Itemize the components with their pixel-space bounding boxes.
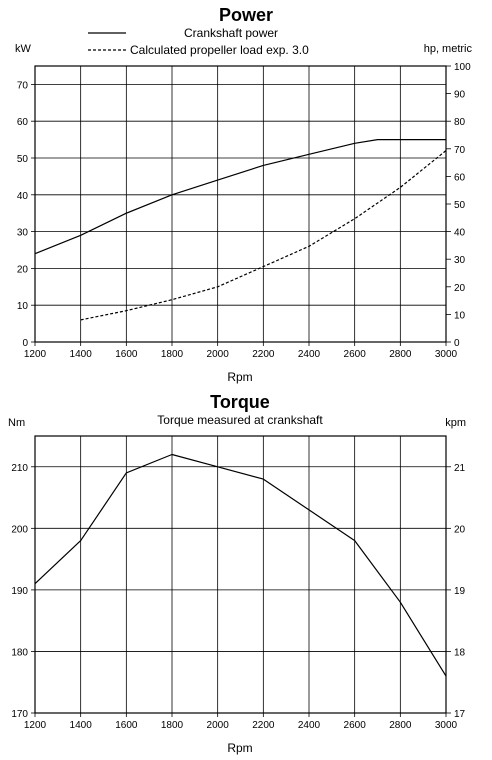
power-y-tick-label: 20 [17,264,29,275]
power-y2-tick-label: 10 [454,310,466,321]
torque-y-tick-label: 170 [11,709,28,720]
torque-x-tick-label: 2600 [344,720,367,731]
power-y2-tick-label: 20 [454,283,466,294]
power-series-line-0 [34,139,446,255]
torque-chart: Torque Torque measured at crankshaft Nm … [8,392,466,755]
torque-y2-tick-label: 18 [454,647,466,658]
torque-left-unit: Nm [8,417,25,429]
torque-chart-subtitle: Torque measured at crankshaft [157,413,323,427]
power-y2-tick-label: 70 [454,145,466,156]
legend-label-crankshaft-power: Crankshaft power [184,26,278,40]
power-y-tick-label: 50 [17,154,29,165]
power-right-unit: hp, metric [424,43,473,55]
power-y2-tick-label: 60 [454,172,466,183]
torque-x-axis-label: Rpm [227,741,252,755]
power-x-tick-label: 2400 [298,349,321,360]
torque-y-tick-label: 210 [11,463,28,474]
legend-label-propeller-load: Calculated propeller load exp. 3.0 [130,43,309,57]
torque-chart-title: Torque [210,392,270,412]
torque-x-tick-label: 2400 [298,720,321,731]
torque-x-tick-label: 2000 [207,720,230,731]
power-plot-area: 1200 1400 1600 1800 2000 2200 2400 2600 2800 3000… [17,62,471,360]
power-x-tick-label: 1600 [115,349,138,360]
power-left-unit: kW [15,43,32,55]
torque-plot-frame [34,435,447,714]
torque-y2-tick-label: 21 [454,463,466,474]
torque-y-tick-label: 180 [11,647,28,658]
power-y2-tick-label: 80 [454,117,466,128]
power-y2-tick-label: 30 [454,255,466,266]
torque-y2-tick-label: 20 [454,524,466,535]
torque-right-unit: kpm [445,417,466,429]
torque-series-line-0 [34,453,447,677]
power-legend: Crankshaft power Calculated propeller lo… [88,26,309,57]
power-x-tick-label: 2000 [207,349,230,360]
torque-y2-tick-label: 19 [454,586,466,597]
power-y2-tick-label: 40 [454,228,466,239]
torque-x-tick-label: 2200 [252,720,275,731]
torque-x-tick-label: 3000 [435,720,458,731]
power-x-tick-label: 2600 [344,349,367,360]
torque-y-tick-label: 190 [11,586,28,597]
power-y2-tick-label: 0 [454,338,460,349]
power-x-tick-label: 1400 [70,349,93,360]
torque-x-tick-label: 1400 [70,720,93,731]
power-y2-tick-label: 100 [454,62,471,73]
power-chart-title: Power [219,5,273,25]
power-y2-tick-label: 90 [454,90,466,101]
power-series-line-1 [80,150,447,321]
power-x-tick-label: 1200 [24,349,47,360]
power-y-tick-label: 40 [17,191,29,202]
torque-x-tick-label: 1800 [161,720,184,731]
torque-y2-tick-label: 17 [454,709,466,720]
power-plot-frame [34,65,447,343]
power-y-tick-label: 70 [17,80,29,91]
torque-y-tick-label: 200 [11,524,28,535]
power-x-tick-label: 3000 [435,349,458,360]
torque-plot-area: 1200 1400 1600 1800 2000 2200 2400 2600 2800 3000… [11,435,466,731]
torque-x-tick-label: 1600 [115,720,138,731]
power-y2-tick-label: 50 [454,200,466,211]
power-x-tick-label: 1800 [161,349,184,360]
torque-x-tick-label: 1200 [24,720,47,731]
power-y-tick-label: 30 [17,228,29,239]
power-x-axis-label: Rpm [227,370,252,384]
torque-x-tick-label: 2800 [389,720,412,731]
power-y-tick-label: 60 [17,117,29,128]
power-y-tick-label: 0 [22,338,28,349]
power-y-tick-label: 10 [17,301,29,312]
power-chart: Power Crankshaft power Calculated propel… [15,5,472,384]
power-x-tick-label: 2200 [252,349,275,360]
power-x-tick-label: 2800 [389,349,412,360]
